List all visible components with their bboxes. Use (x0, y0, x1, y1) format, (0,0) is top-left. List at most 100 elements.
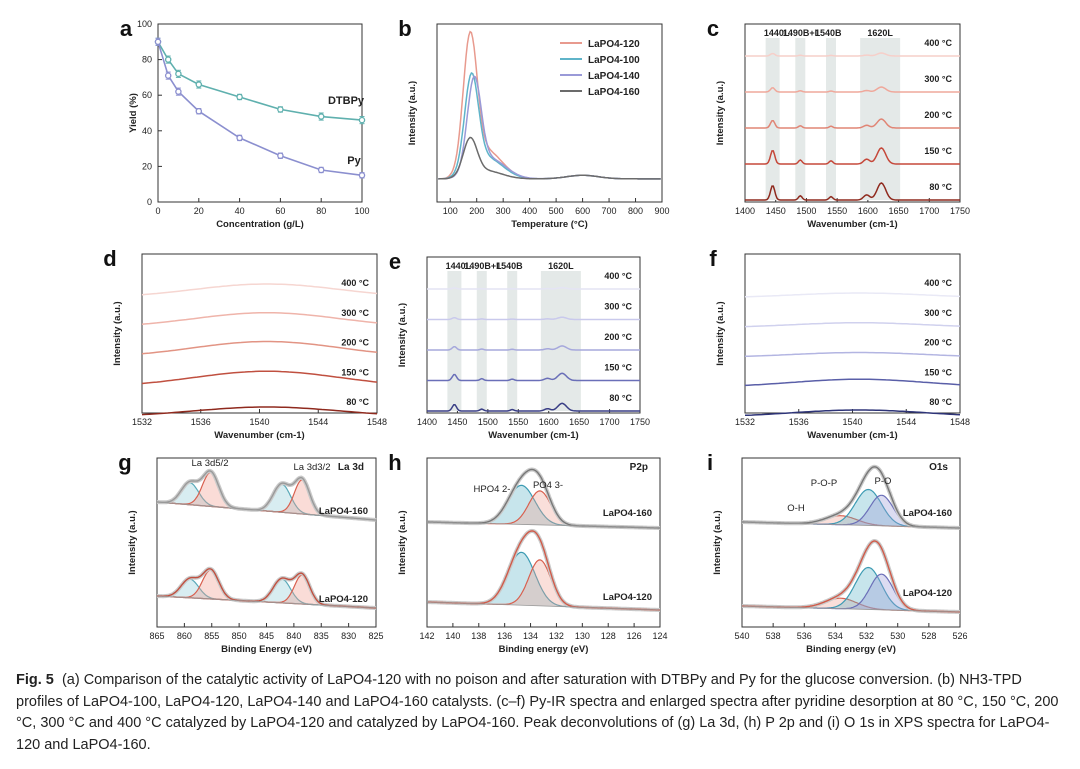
temp-label: 80 °C (609, 393, 632, 403)
sample-label: LaPO4-160 (603, 508, 652, 519)
data-point (195, 107, 203, 115)
x-tick-label: 1450 (766, 206, 786, 216)
x-tick-label: 1532 (735, 417, 755, 427)
ir-enlarged-spectrum (141, 283, 378, 296)
x-tick-label: 526 (952, 631, 967, 641)
band-label: 1620L (867, 28, 893, 38)
x-tick-label: 400 (522, 206, 537, 216)
x-tick-label: 1650 (889, 206, 909, 216)
temp-label: 80 °C (929, 182, 952, 192)
y-tick-label: 100 (137, 19, 152, 29)
ir-enlarged-spectrum (141, 312, 378, 325)
plot-frame (426, 256, 641, 414)
peak-fill (157, 482, 376, 520)
plot-frame (426, 457, 661, 628)
band-label: 1440L (764, 28, 790, 38)
data-point (164, 56, 172, 63)
x-tick-label: 1700 (919, 206, 939, 216)
x-tick-label: 1548 (950, 417, 970, 427)
panel-i: i Binding energy (eV) Intensity (a.u.) 540 5… (707, 450, 968, 655)
ir-enlarged-spectrum (744, 322, 961, 328)
peak-fill (428, 559, 660, 610)
panel-c: c Wavenumber (cm-1) Intensity (a.u.) 1400 14… (707, 16, 970, 230)
data-point (175, 88, 182, 95)
temp-label: 400 °C (924, 38, 952, 48)
figure-canvas: a Concentration (g/L) Yield (%) 0 20 40 60 80 10… (103, 16, 970, 655)
x-tick-label: 840 (286, 631, 301, 641)
legend-label: LaPO4-160 (588, 87, 640, 98)
data-point (277, 106, 284, 113)
temp-label: 80 °C (346, 397, 369, 407)
y-tick-label: 60 (142, 90, 152, 100)
x-tick-label: 534 (828, 631, 843, 641)
spectrum-title: P2p (630, 462, 648, 473)
sample-label: LaPO4-120 (319, 594, 368, 605)
peak-label: O-H (787, 503, 805, 514)
caption-text: (a) Comparison of the catalytic activity… (16, 672, 1059, 753)
band-label: 1540B (815, 28, 842, 38)
caption-figure-label: Fig. 5 (16, 672, 54, 688)
x-tick-label: 60 (275, 206, 285, 216)
x-tick-label: 1600 (539, 417, 559, 427)
ir-spectrum (427, 286, 640, 290)
x-tick-label: 536 (797, 631, 812, 641)
x-tick-label: 865 (149, 631, 164, 641)
band-highlight (476, 271, 487, 411)
panel-b: b Temperature (°C) Intensity (a.u.) 100 200 3… (398, 16, 669, 230)
x-tick-label: 530 (890, 631, 905, 641)
x-tick-label: 1536 (191, 417, 211, 427)
x-tick-label: 1550 (508, 417, 528, 427)
temp-label: 80 °C (929, 397, 952, 407)
x-tick-label: 1700 (600, 417, 620, 427)
ir-spectrum (427, 345, 640, 351)
series-label-dtbpy: DTBPy (328, 95, 365, 107)
ir-enlarged-spectrum (141, 406, 378, 416)
x-tick-label: 500 (549, 206, 564, 216)
y-axis-label: Intensity (a.u.) (127, 510, 138, 574)
y-axis-label: Intensity (a.u.) (407, 81, 418, 145)
legend-label: LaPO4-140 (588, 71, 640, 82)
x-tick-label: 850 (232, 631, 247, 641)
x-axis-label: Binding energy (eV) (499, 644, 589, 655)
x-tick-label: 825 (368, 631, 383, 641)
ir-enlarged-spectrum (141, 340, 378, 355)
figure-caption: Fig. 5 (a) Comparison of the catalytic a… (16, 670, 1066, 756)
x-tick-label: 1550 (827, 206, 847, 216)
peak-fill (742, 567, 960, 612)
series-line-dtbpy (157, 41, 363, 121)
band-label: 1620L (548, 261, 574, 271)
temp-label: 200 °C (924, 338, 952, 348)
temp-label: 400 °C (341, 278, 369, 288)
peak-fill (428, 490, 660, 528)
panel-letter: h (388, 450, 401, 475)
panel-letter: a (120, 16, 133, 41)
x-tick-label: 1400 (735, 206, 755, 216)
ir-spectrum (745, 182, 960, 201)
panel-a: a Concentration (g/L) Yield (%) 0 20 40 60 80 10… (120, 16, 370, 230)
ir-spectrum (745, 147, 960, 165)
plot-frame (744, 23, 961, 203)
peak-fill (742, 489, 960, 528)
panel-letter: c (707, 16, 719, 41)
panel-letter: g (118, 450, 131, 475)
x-tick-label: 142 (419, 631, 434, 641)
x-tick-label: 1650 (569, 417, 589, 427)
ir-spectrum (427, 316, 640, 321)
band-label: 1540B (496, 261, 523, 271)
y-axis-label: Intensity (a.u.) (397, 510, 408, 574)
spectrum-title: O1s (929, 462, 948, 473)
data-point (358, 172, 366, 179)
data-point (277, 152, 284, 159)
baseline (741, 521, 961, 529)
x-tick-label: 126 (627, 631, 642, 641)
baseline (741, 605, 961, 613)
peak-fill (428, 552, 660, 610)
x-tick-label: 1500 (796, 206, 816, 216)
x-tick-label: 835 (314, 631, 329, 641)
x-tick-label: 132 (549, 631, 564, 641)
x-tick-label: 20 (194, 206, 204, 216)
y-axis-label: Intensity (a.u.) (715, 301, 726, 365)
x-tick-label: 1600 (858, 206, 878, 216)
peak-fill (157, 579, 376, 608)
x-axis-label: Temperature (°C) (511, 219, 587, 230)
